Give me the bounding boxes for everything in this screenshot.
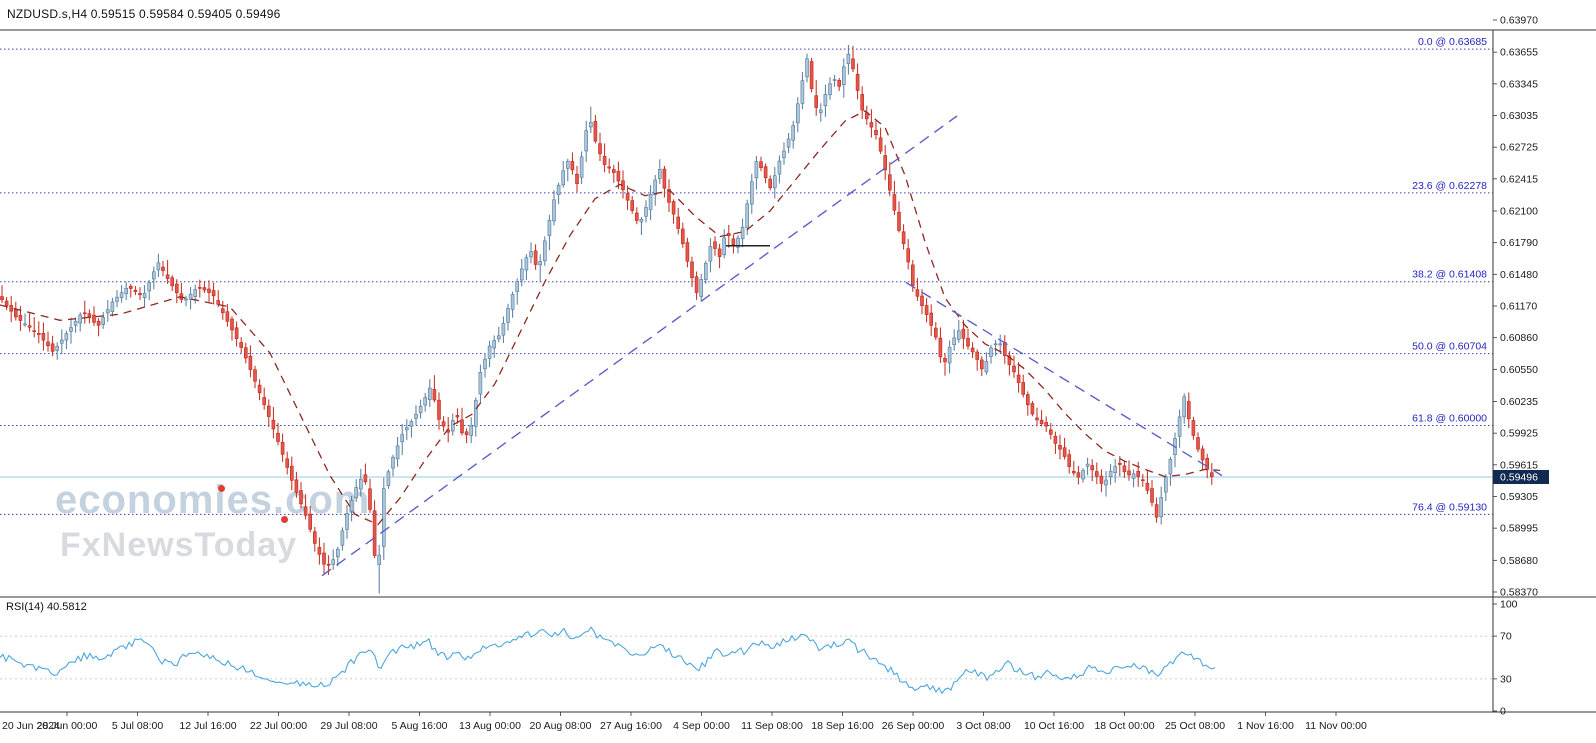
price-tick-label: 0.62415 bbox=[1500, 173, 1538, 185]
fib-level-label: 38.2 @ 0.61408 bbox=[1412, 269, 1487, 281]
rsi-tick-label: 30 bbox=[1500, 673, 1512, 685]
time-tick-label: 20 Aug 08:00 bbox=[530, 720, 592, 732]
candlestick-series bbox=[0, 45, 1214, 594]
price-tick-label: 0.63345 bbox=[1500, 78, 1538, 90]
time-tick-label: 22 Jul 00:00 bbox=[250, 720, 307, 732]
watermark: economies.com FxNewsToday bbox=[55, 478, 370, 565]
price-tick-label: 0.60550 bbox=[1500, 364, 1538, 376]
price-tick-label: 0.59615 bbox=[1500, 459, 1538, 471]
time-tick-label: 18 Oct 00:00 bbox=[1094, 720, 1154, 732]
time-tick-label: 11 Sep 08:00 bbox=[741, 720, 803, 732]
time-tick-label: 1 Nov 16:00 bbox=[1237, 720, 1294, 732]
trendlines bbox=[321, 115, 1223, 577]
ascending-trendline[interactable] bbox=[321, 115, 958, 577]
price-tick-label: 0.61170 bbox=[1500, 301, 1537, 313]
time-tick-label: 10 Oct 16:00 bbox=[1024, 720, 1084, 732]
time-tick-label: 13 Aug 00:00 bbox=[459, 720, 521, 732]
price-tick-label: 0.63035 bbox=[1500, 110, 1538, 122]
price-tick-label: 0.61480 bbox=[1500, 269, 1538, 281]
price-tick-label: 0.63655 bbox=[1500, 47, 1538, 59]
logo-accent-dot-icon bbox=[218, 485, 225, 492]
rsi-tick-label: 70 bbox=[1500, 631, 1512, 643]
rsi-indicator-label: RSI(14) 40.5812 bbox=[6, 601, 87, 613]
price-tick-label: 0.59305 bbox=[1500, 491, 1538, 503]
time-tick-label: 27 Aug 16:00 bbox=[600, 720, 662, 732]
rsi-line bbox=[0, 626, 1216, 695]
time-tick-label: 11 Nov 00:00 bbox=[1305, 720, 1367, 732]
price-tick-label: 0.60860 bbox=[1500, 332, 1538, 344]
ohlc-readout: NZDUSD.s,H4 0.59515 0.59584 0.59405 0.59… bbox=[7, 7, 281, 21]
time-tick-label: 25 Oct 08:00 bbox=[1165, 720, 1225, 732]
panel-borders bbox=[0, 29, 1596, 713]
price-axis[interactable]: 0.63970 0.63655 0.63345 0.63035 0.62725 0.624… bbox=[1493, 15, 1549, 599]
price-tick-label: 0.59925 bbox=[1500, 428, 1538, 440]
rsi-panel: 100 70 30 0 bbox=[0, 599, 1518, 718]
time-tick-label: 5 Jul 08:00 bbox=[112, 720, 164, 732]
price-tick-label: 0.58370 bbox=[1500, 587, 1538, 599]
watermark-subbrand: FxNewsToday bbox=[60, 526, 298, 564]
time-tick-label: 12 Jul 16:00 bbox=[179, 720, 236, 732]
price-tick-label: 0.63970 bbox=[1500, 15, 1538, 27]
rsi-tick-label: 0 bbox=[1500, 706, 1506, 718]
time-tick-label: 3 Oct 08:00 bbox=[956, 720, 1010, 732]
fib-level-label: 76.4 @ 0.59130 bbox=[1412, 501, 1487, 513]
fib-level-label: 0.0 @ 0.63685 bbox=[1418, 36, 1487, 48]
time-tick-label: 4 Sep 00:00 bbox=[673, 720, 730, 732]
fibonacci-levels: 0.0 @ 0.63685 23.6 @ 0.62278 38.2 @ 0.6140… bbox=[0, 36, 1493, 515]
price-tick-label: 0.62100 bbox=[1500, 206, 1538, 218]
time-tick-label: 18 Sep 16:00 bbox=[811, 720, 874, 732]
price-tick-label: 0.62725 bbox=[1500, 142, 1538, 154]
rsi-tick-label: 100 bbox=[1500, 599, 1518, 611]
current-price-badge bbox=[1493, 470, 1549, 484]
fib-level-label: 23.6 @ 0.62278 bbox=[1412, 180, 1487, 192]
logo-accent-dot-icon bbox=[281, 516, 288, 523]
time-tick-label: 20 Jun 2024 bbox=[2, 720, 60, 732]
fib-level-label: 50.0 @ 0.60704 bbox=[1412, 341, 1487, 353]
price-tick-label: 0.60235 bbox=[1500, 396, 1538, 408]
current-price-badge-text: 0.59496 bbox=[1500, 471, 1538, 483]
price-tick-label: 0.61790 bbox=[1500, 237, 1538, 249]
time-tick-label: 5 Aug 16:00 bbox=[391, 720, 447, 732]
time-tick-label: 28 Jun 00:00 bbox=[37, 720, 98, 732]
price-tick-label: 0.58680 bbox=[1500, 555, 1538, 567]
time-tick-label: 29 Jul 08:00 bbox=[320, 720, 377, 732]
descending-trendline[interactable] bbox=[905, 281, 1223, 477]
time-tick-label: 26 Sep 00:00 bbox=[882, 720, 945, 732]
price-tick-label: 0.58995 bbox=[1500, 523, 1538, 535]
moving-average-line bbox=[0, 110, 1221, 526]
fib-level-label: 61.8 @ 0.60000 bbox=[1412, 413, 1487, 425]
